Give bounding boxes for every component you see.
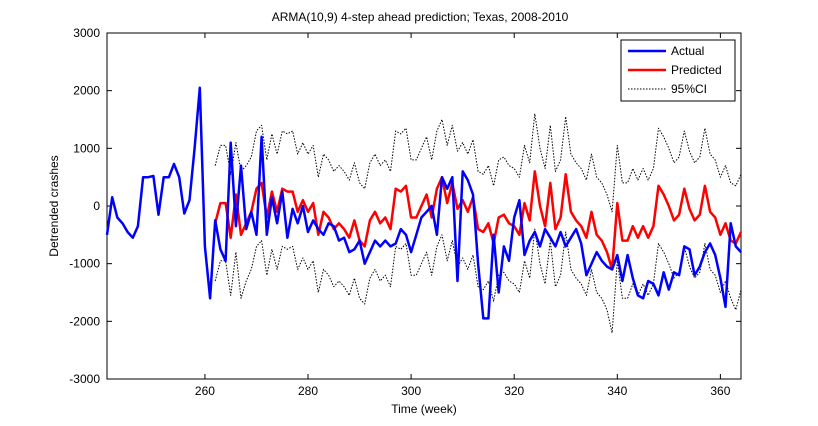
x-tick-label: 320 [504, 384, 524, 398]
y-tick-label: 0 [93, 199, 100, 213]
series-line-3 [214, 228, 742, 334]
legend: Actual Predicted 95%CI [620, 39, 736, 102]
y-tick-label: 3000 [73, 26, 100, 40]
x-axis-label: Time (week) [391, 402, 457, 416]
x-tick-label: 300 [401, 384, 421, 398]
series-layer [105, 86, 743, 334]
x-tick-label: 280 [298, 384, 318, 398]
y-tick-label: -3000 [69, 372, 100, 386]
series-line-0 [105, 86, 742, 320]
x-tick-label: 260 [195, 384, 215, 398]
x-tick-label: 360 [710, 384, 730, 398]
series-line-2 [214, 113, 742, 213]
legend-label: 95%CI [671, 82, 707, 96]
series-line-1 [213, 170, 743, 271]
y-axis-label: Detrended crashes [47, 155, 61, 256]
y-tick-label: 2000 [73, 84, 100, 98]
legend-label: Actual [671, 44, 704, 58]
y-tick-label: -1000 [69, 257, 100, 271]
y-tick-label: -2000 [69, 314, 100, 328]
axis-ticks: 260 280 300 320 340 360 -3000 -2000 -1000 0 1000 20… [69, 26, 741, 398]
legend-label: Predicted [671, 63, 722, 77]
chart-title: ARMA(10,9) 4-step ahead prediction; Texa… [272, 10, 569, 24]
y-tick-label: 1000 [73, 141, 100, 155]
x-tick-label: 340 [607, 384, 627, 398]
